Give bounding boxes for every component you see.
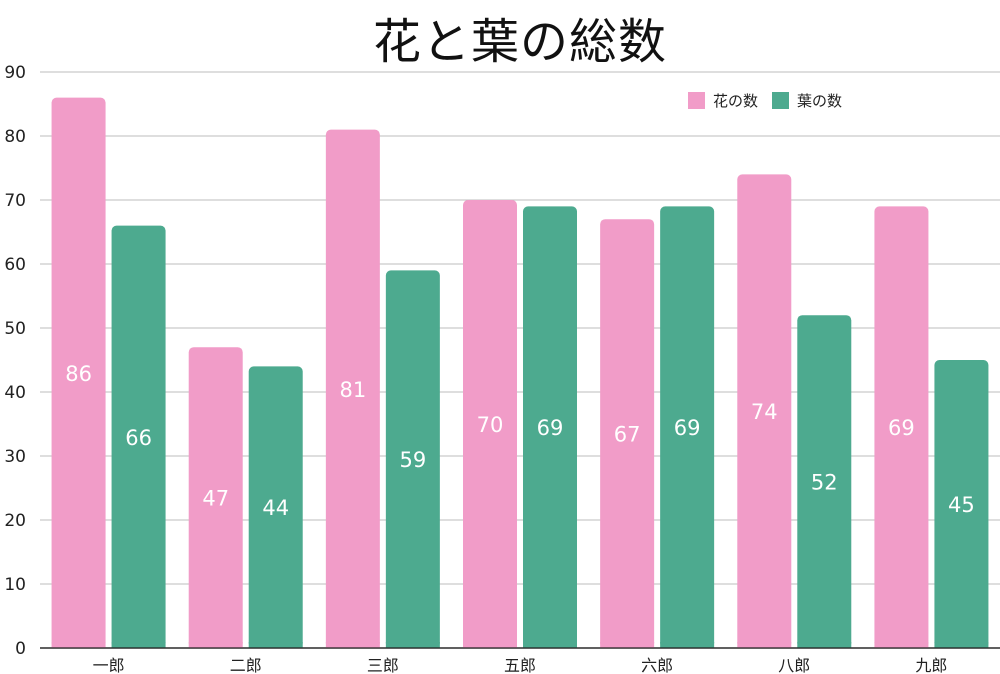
data-label: 52 (811, 471, 838, 495)
legend: 花の数 葉の数 (688, 90, 856, 111)
bar-flowers (325, 129, 380, 649)
data-label: 67 (614, 423, 641, 447)
bar-base (463, 642, 517, 648)
bar-flowers (463, 200, 517, 648)
y-tick-label: 10 (4, 575, 26, 595)
data-label: 59 (399, 448, 426, 472)
x-tick-label: 六郎 (641, 656, 673, 674)
bar-flowers (600, 219, 655, 648)
chart-title: 花と葉の総数 (372, 14, 667, 70)
bar-base (600, 642, 655, 648)
legend-label-flowers: 花の数 (713, 92, 759, 110)
bar-base (737, 642, 792, 648)
legend-item-flowers: 花の数 (688, 90, 758, 111)
x-tick-label: 八郎 (778, 656, 810, 674)
bar-base (111, 642, 166, 648)
data-label: 66 (125, 426, 152, 450)
bar-base (51, 642, 106, 648)
data-label: 69 (537, 416, 564, 440)
y-tick-label: 0 (15, 639, 26, 659)
legend-item-leaves: 葉の数 (772, 90, 842, 111)
x-tick-label: 二郎 (230, 656, 262, 674)
bar-leaves (934, 360, 989, 648)
x-tick-label: 一郎 (93, 656, 125, 674)
data-label: 44 (262, 496, 289, 520)
bar-leaves (523, 206, 577, 648)
data-label: 69 (674, 416, 701, 440)
bar-leaves (111, 225, 166, 648)
data-label: 70 (477, 413, 504, 437)
y-tick-label: 30 (4, 447, 26, 467)
bar-base (325, 642, 380, 648)
x-tick-label: 五郎 (504, 656, 536, 674)
data-label: 74 (751, 400, 778, 424)
y-tick-label: 90 (4, 63, 26, 83)
bar-base (797, 642, 852, 648)
data-label: 69 (888, 416, 915, 440)
data-label: 86 (65, 362, 92, 386)
bar-base (874, 642, 929, 648)
bar-flowers (51, 97, 106, 649)
y-tick-label: 60 (4, 255, 26, 275)
x-tick-label: 三郎 (367, 656, 399, 674)
bar-base (660, 642, 715, 648)
y-tick-label: 20 (4, 511, 26, 531)
data-label: 47 (202, 487, 229, 511)
y-tick-label: 40 (4, 383, 26, 403)
legend-label-leaves: 葉の数 (797, 92, 843, 110)
legend-swatch-flowers (688, 92, 705, 109)
y-tick-label: 50 (4, 319, 26, 339)
bar-base (248, 642, 303, 648)
bar-base (523, 642, 577, 648)
bar-flowers (188, 347, 243, 648)
bar-leaves (248, 366, 303, 648)
bar-base (934, 642, 989, 648)
legend-swatch-leaves (772, 92, 790, 109)
y-tick-label: 70 (4, 191, 26, 211)
y-tick-label: 80 (4, 127, 26, 147)
bar-flowers (874, 206, 929, 648)
data-label: 81 (339, 378, 366, 402)
x-tick-label: 九郎 (915, 656, 947, 674)
bar-leaves (797, 315, 852, 648)
data-label: 45 (948, 493, 975, 517)
bar-base (385, 642, 440, 648)
bar-base (188, 642, 243, 648)
bar-leaves (385, 270, 440, 648)
bar-leaves (660, 206, 715, 648)
bar-flowers (737, 174, 792, 648)
